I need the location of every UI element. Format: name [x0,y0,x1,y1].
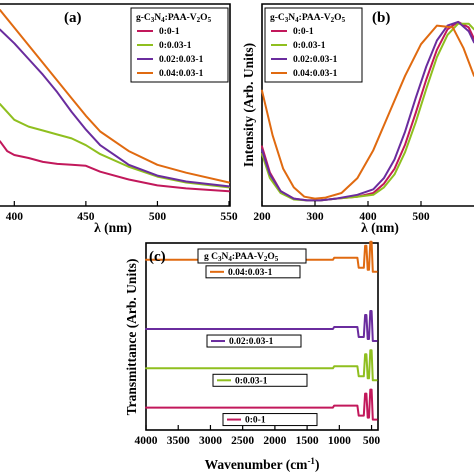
panel-b-label: (b) [372,10,390,26]
series-b-3 [261,24,474,200]
legend-box-c-2 [212,373,308,387]
legend-item-a-0: 0:0-1 [159,27,180,37]
xtick-label-c-3: 2500 [231,435,254,447]
legend-box-c-1 [206,334,302,348]
xtick-label-a-2: 500 [149,211,167,223]
legend-item-a-3: 0.04:0.03-1 [159,69,204,79]
legend-box-c-3 [222,413,318,427]
panel-c-xlabel: Wavenumber (cm-1) [205,456,320,472]
series-c-2 [145,349,378,382]
panel-b-legend: g-C3N4:PAA-V2O5 0:0-1 0:0.03-1 0.02:0.03-1… [264,7,363,83]
legend-item-c-1: 0.02:0.03-1 [229,337,274,347]
xtick-label-c-4: 2000 [263,435,286,447]
xtick-label-b-2: 400 [359,211,377,223]
legend-item-a-2: 0.02:0.03-1 [159,55,204,65]
legend-item-b-3: 0.04:0.03-1 [293,69,338,79]
legend-item-c-0: 0.04:0.03-1 [228,268,273,278]
legend-item-b-0: 0:0-1 [293,27,314,37]
panel-a-xlabel: λ (nm) [94,220,132,235]
panel-c-label: (c) [149,249,166,265]
xtick-label-b-3: 500 [412,211,430,223]
series-a-3 [0,9,230,184]
series-c-3 [145,388,378,421]
panel-a-frame [0,3,231,207]
xtick-label-c-0: 4000 [135,435,158,447]
xtick-label-c-6: 1000 [328,435,351,447]
legend-title-a: g-C3N4:PAA-V2O5 [136,13,212,24]
xtick-label-c-5: 1500 [296,435,319,447]
legend-title-c: g C3N4:PAA-V2O5 [204,252,279,263]
legend-item-b-1: 0:0.03-1 [293,41,326,51]
panel-c-frame [145,242,379,431]
xtick-label-a-0: 400 [6,211,24,223]
legend-box-c-0 [205,265,301,279]
panel-c: 4000 3500 3000 2500 2000 1500 1000 500 (c) g C3… [124,240,381,472]
legend-title-b: g-C3N4:PAA-V2O5 [270,13,346,24]
xtick-label-b-1: 300 [306,211,324,223]
xtick-label-b-0: 200 [253,211,271,223]
panel-b-xlabel: λ (nm) [361,220,399,235]
legend-item-c-3: 0:0-1 [245,416,266,426]
xtick-label-a-3: 550 [220,211,238,223]
xtick-label-c-1: 3500 [167,435,190,447]
panel-b: 200 300 400 500 (b) g-C3N4:PAA-V2O5 0:0-1 0:… [241,3,474,235]
panel-c-legend-title: g C3N4:PAA-V2O5 [197,248,307,264]
series-c-1 [145,310,378,342]
series-a-2 [0,28,230,188]
xtick-label-c-2: 3000 [199,435,222,447]
panel-a: 400 450 500 550 (a) g-C3N4:PAA-V2O5 0:0-1 0:… [0,3,238,235]
legend-item-a-1: 0:0.03-1 [159,41,192,51]
panel-a-label: (a) [64,10,82,26]
series-a-0 [0,140,230,193]
xtick-label-c-7: 500 [363,435,381,447]
panel-b-ylabel: Intensity (Arb. Units) [241,43,256,167]
legend-item-b-2: 0.02:0.03-1 [293,55,338,65]
legend-item-c-2: 0:0.03-1 [235,376,268,386]
panel-a-legend: g-C3N4:PAA-V2O5 0:0-1 0:0.03-1 0.02:0.03-1… [130,7,229,83]
series-b-2 [261,20,474,202]
xtick-label-a-1: 450 [77,211,95,223]
panel-c-ylabel: Transmittance (Arb. Units) [124,259,139,416]
